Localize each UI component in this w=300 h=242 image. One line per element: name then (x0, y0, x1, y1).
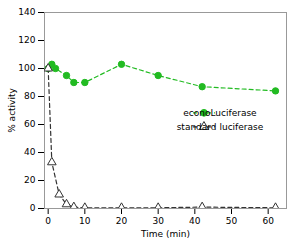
svg-text:Time (min): Time (min) (140, 229, 190, 239)
svg-text:% activity: % activity (7, 88, 17, 133)
svg-text:20: 20 (24, 175, 36, 185)
svg-text:10: 10 (79, 216, 91, 226)
svg-text:30: 30 (152, 216, 164, 226)
svg-text:20: 20 (116, 216, 128, 226)
svg-text:140: 140 (18, 7, 35, 17)
svg-text:50: 50 (226, 216, 238, 226)
svg-text:100: 100 (18, 63, 35, 73)
svg-text:60: 60 (262, 216, 274, 226)
svg-text:0: 0 (45, 216, 51, 226)
svg-text:120: 120 (18, 35, 35, 45)
svg-text:standard luciferase: standard luciferase (177, 122, 264, 132)
svg-text:0: 0 (30, 203, 36, 213)
svg-text:40: 40 (24, 147, 36, 157)
svg-text:40: 40 (189, 216, 201, 226)
svg-text:60: 60 (24, 119, 36, 129)
svg-text:80: 80 (24, 91, 36, 101)
svg-text:econoLuciferase: econoLuciferase (183, 108, 257, 118)
